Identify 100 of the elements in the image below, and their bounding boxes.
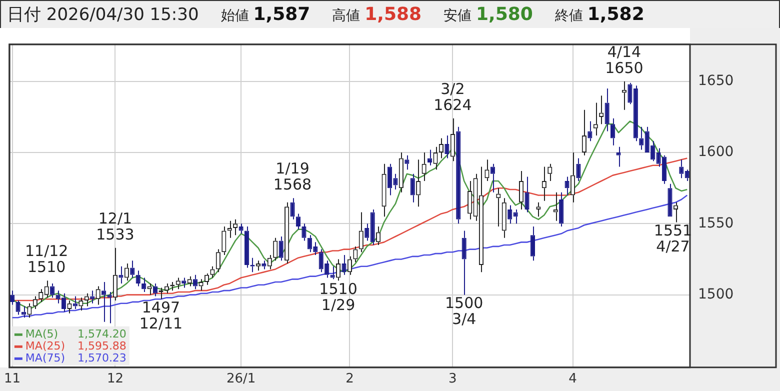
candlestick — [570, 152, 576, 203]
candlestick — [502, 198, 506, 238]
candlestick — [124, 263, 129, 282]
candlestick — [524, 176, 530, 213]
candlestick — [564, 176, 570, 196]
candlestick — [450, 118, 455, 162]
candlestick — [222, 226, 226, 256]
y-tick-label: 1600 — [698, 144, 734, 160]
candlestick — [593, 102, 598, 136]
candlestick — [588, 120, 592, 142]
candlestick — [342, 254, 346, 276]
candlestick — [559, 192, 564, 228]
candlestick — [193, 274, 198, 290]
candlestick — [490, 163, 495, 193]
candlestick — [622, 80, 627, 110]
candlestick — [398, 152, 404, 193]
candlestick — [313, 242, 318, 256]
candlestick — [10, 290, 15, 306]
candlestick — [307, 234, 312, 253]
candlestick — [187, 276, 192, 287]
legend-label: MA(75) 1,570.23 — [25, 351, 126, 364]
candlestick — [576, 158, 581, 182]
candlestick — [210, 266, 215, 278]
candlestick — [376, 226, 381, 246]
annotation: 3/2 1624 — [434, 80, 472, 114]
x-tick-label: 11 — [4, 372, 21, 387]
y-tick-label: 1650 — [698, 73, 734, 90]
candlestick — [404, 154, 410, 170]
annotation: 1510 1/29 — [319, 280, 358, 314]
candlestick — [136, 270, 140, 287]
candlestick — [198, 278, 204, 292]
candlestick — [112, 247, 118, 302]
candlestick — [238, 223, 244, 234]
y-tick-label: 1550 — [698, 215, 734, 232]
candlestick — [227, 220, 232, 238]
x-tick-label: 2 — [346, 372, 354, 387]
candlestick — [318, 248, 324, 273]
candlestick — [273, 237, 278, 262]
candlestick — [324, 260, 330, 278]
x-tick-label: 3 — [448, 372, 457, 387]
candlestick — [302, 223, 306, 242]
candlestick — [433, 146, 438, 170]
candlestick — [216, 248, 220, 273]
annotation: 11/12 1510 — [24, 242, 68, 276]
candlestick — [358, 212, 364, 253]
candlestick — [530, 226, 536, 262]
candlestick — [668, 183, 672, 217]
candlestick — [267, 254, 272, 270]
candlestick — [347, 256, 352, 276]
candlestick — [519, 170, 524, 210]
candlestick — [456, 126, 461, 224]
candlestick — [262, 260, 266, 270]
candlestick — [353, 246, 358, 263]
candlestick — [410, 173, 415, 203]
candlestick — [233, 218, 238, 236]
candlestick — [427, 149, 432, 166]
annotation: 1500 3/4 — [445, 294, 484, 328]
candlestick — [96, 286, 100, 306]
candlestick — [610, 118, 616, 146]
candlestick — [336, 258, 341, 282]
candlestick — [582, 109, 586, 156]
legend-label: MA(25) 1,595.88 — [25, 339, 126, 352]
candlestick — [244, 226, 250, 268]
candlestick — [256, 260, 260, 272]
candlestick — [130, 260, 135, 278]
x-tick-label: 26/1 — [226, 372, 256, 387]
candlestick — [278, 236, 284, 262]
text: 始値 1,587 — [220, 4, 310, 25]
candlestick — [616, 146, 621, 168]
candlestick — [438, 138, 444, 159]
candlestick — [50, 282, 55, 298]
x-tick-label: 12 — [106, 372, 124, 387]
candlestick — [118, 266, 124, 284]
candlestick — [182, 277, 186, 288]
candlestick — [16, 300, 20, 316]
candlestick — [462, 230, 466, 296]
annotation: 1/19 1568 — [273, 159, 312, 194]
candlestick — [444, 134, 450, 159]
candlestick — [382, 163, 386, 218]
candlestick — [102, 282, 106, 322]
candlestick — [416, 159, 421, 208]
candlestick — [484, 159, 490, 182]
x-tick-label: 4 — [568, 372, 577, 387]
candlestick — [290, 198, 295, 220]
annotation: 4/14 1650 — [605, 42, 644, 77]
candlestick — [284, 202, 290, 264]
text: 終値 1,582 — [554, 4, 644, 25]
candlestick — [422, 152, 426, 182]
y-tick-label: 1500 — [698, 286, 734, 302]
candlestick — [604, 88, 610, 132]
candlestick — [176, 277, 180, 290]
candlestick — [142, 277, 146, 292]
text: MA(5) 1,574.20 — [25, 327, 126, 340]
text: 安値 1,580 — [444, 4, 533, 25]
candlestick — [78, 297, 84, 311]
text: 高値 1,588 — [332, 4, 422, 25]
candlestick — [296, 213, 301, 230]
candlestick — [21, 306, 26, 318]
annotation: 12/1 1533 — [96, 209, 134, 244]
candlestick — [330, 266, 335, 280]
